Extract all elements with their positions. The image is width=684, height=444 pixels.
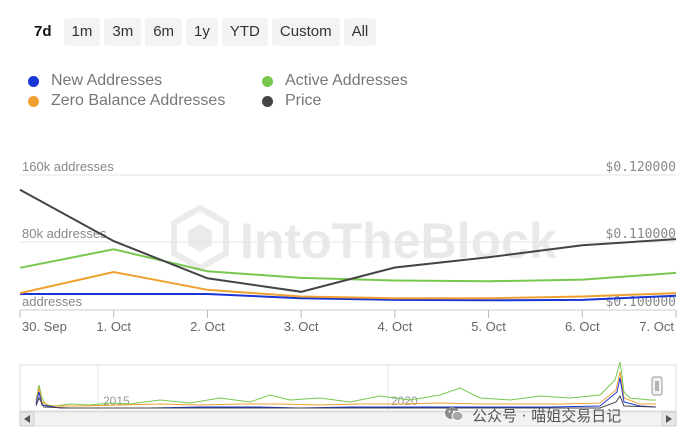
legend-dot-icon: [262, 75, 273, 87]
arrow-right-icon: [666, 415, 672, 423]
series-line-price: [19, 188, 677, 293]
y-right-tick-label: $0.110000: [606, 227, 676, 242]
legend-item-price[interactable]: Price: [262, 92, 321, 110]
y-left-tick-label: 80k addresses: [22, 226, 107, 241]
y-left-tick-label: addresses: [22, 294, 82, 309]
navigator-frame: [19, 364, 677, 412]
x-tick-label: 1. Oct: [96, 319, 131, 334]
range-button-3m[interactable]: 3m: [104, 18, 142, 46]
wechat-icon: [445, 407, 464, 422]
range-button-custom[interactable]: Custom: [271, 18, 340, 46]
watermark-logo-icon: [171, 204, 229, 272]
x-tick-label: 5. Oct: [471, 319, 506, 334]
range-button-ytd[interactable]: YTD: [221, 18, 268, 46]
x-axis: 30. Sep 1. Oct 2. Oct 3. Oct 4. Oct 5. Oct 6. …: [19, 310, 677, 334]
range-selector: 7d 1m 3m 6m 1y YTD Custom All: [26, 18, 377, 46]
navigator-label: 2020: [391, 394, 418, 408]
navigator-label: 2015: [103, 394, 130, 408]
series-line-new-addresses: [20, 293, 677, 302]
watermark: IntoTheBlock: [171, 204, 557, 272]
legend-dot-icon: [28, 75, 39, 87]
watermark-text: IntoTheBlock: [240, 213, 557, 269]
navigator-handle[interactable]: [651, 376, 663, 396]
y-right-tick-label: $0.120000: [606, 160, 676, 175]
navigator-series-price: [35, 394, 657, 409]
legend-label: New Addresses: [51, 72, 163, 89]
legend-label: Zero Balance Addresses: [51, 92, 226, 109]
legend-item-active-addresses[interactable]: Active Addresses: [262, 72, 408, 90]
navigator[interactable]: 2015 2020: [19, 361, 677, 412]
legend-dot-icon: [28, 95, 39, 107]
navigator-series-zero-balance: [35, 371, 656, 407]
legend-dot-icon: [262, 95, 273, 107]
navigator-series-active: [35, 361, 656, 407]
y-left-tick-label: 160k addresses: [22, 159, 114, 174]
range-button-1m[interactable]: 1m: [63, 18, 101, 46]
x-tick-label: 2. Oct: [190, 319, 225, 334]
series-layer: [19, 188, 677, 302]
legend-label: Price: [285, 92, 322, 109]
x-tick-label: 7. Oct: [639, 319, 674, 334]
x-tick-label: 30. Sep: [22, 319, 67, 334]
footer-watermark-text: 公众号 · 喵姐交易日记: [472, 407, 622, 425]
legend-label: Active Addresses: [285, 72, 408, 89]
legend-item-new-addresses[interactable]: New Addresses: [28, 72, 162, 90]
range-button-6m[interactable]: 6m: [145, 18, 183, 46]
legend: New Addresses Active Addresses Zero Bala…: [28, 72, 668, 114]
range-button-7d[interactable]: 7d: [26, 18, 60, 46]
x-tick-label: 4. Oct: [378, 319, 413, 334]
scrollbar[interactable]: [19, 411, 677, 427]
x-tick-label: 6. Oct: [565, 319, 600, 334]
range-button-all[interactable]: All: [343, 18, 377, 46]
legend-item-zero-balance-addresses[interactable]: Zero Balance Addresses: [28, 92, 225, 110]
range-button-1y[interactable]: 1y: [186, 18, 218, 46]
x-tick-label: 3. Oct: [284, 319, 319, 334]
series-line-zero-balance-addresses: [19, 270, 677, 300]
arrow-left-icon: [24, 415, 30, 423]
